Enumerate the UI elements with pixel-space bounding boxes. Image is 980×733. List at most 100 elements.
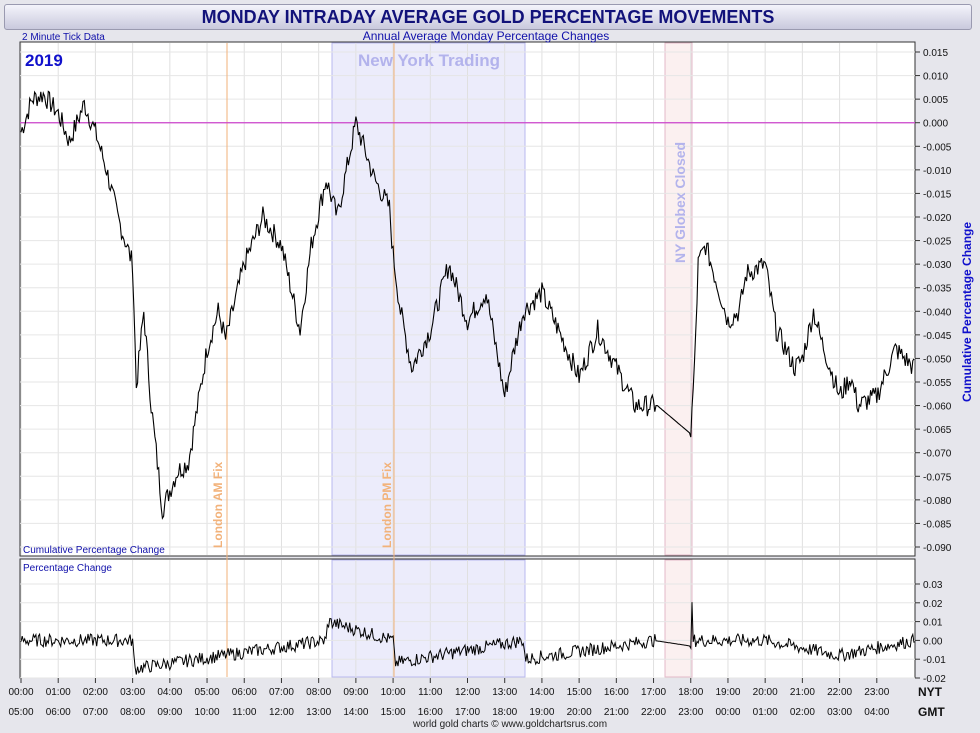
upper-y-ticks: 0.015 0.010 0.005 0.000 -0.005 -0.010 -0.015 -0… bbox=[915, 48, 952, 554]
x-tick-nyt: 18:00 bbox=[678, 687, 703, 698]
y-tick-label: -0.02 bbox=[923, 674, 946, 685]
x-tick-nyt: 05:00 bbox=[195, 687, 220, 698]
x-tick-gmt: 22:00 bbox=[641, 707, 666, 718]
lower-grid bbox=[20, 560, 915, 679]
x-tick-gmt: 13:00 bbox=[306, 707, 331, 718]
pm-fix-label: London PM Fix bbox=[380, 462, 394, 548]
y-tick-label: -0.065 bbox=[923, 425, 952, 436]
x-tick-gmt: 12:00 bbox=[269, 707, 294, 718]
x-tick-nyt: 04:00 bbox=[157, 687, 182, 698]
x-tick-nyt: 03:00 bbox=[120, 687, 145, 698]
x-tick-gmt: 10:00 bbox=[195, 707, 220, 718]
y-tick-label: -0.025 bbox=[923, 237, 952, 248]
x-tick-gmt: 16:00 bbox=[418, 707, 443, 718]
x-tick-gmt: 18:00 bbox=[492, 707, 517, 718]
y-tick-label: 0.000 bbox=[923, 119, 948, 130]
y-tick-label: -0.080 bbox=[923, 496, 952, 507]
x-tick-nyt: 06:00 bbox=[232, 687, 257, 698]
y-tick-label: 0.00 bbox=[923, 636, 943, 647]
lower-panel-label: Percentage Change bbox=[23, 563, 112, 574]
lower-y-ticks: 0.03 0.02 0.01 0.00 -0.01 -0.02 bbox=[915, 580, 946, 685]
gmt-label: GMT bbox=[918, 705, 945, 719]
globex-closed-band bbox=[664, 42, 693, 556]
x-tick-nyt: 23:00 bbox=[864, 687, 889, 698]
globex-closed-band-lower bbox=[664, 559, 693, 678]
y-tick-label: 0.03 bbox=[923, 580, 943, 591]
y-tick-label: -0.015 bbox=[923, 189, 952, 200]
y-tick-label: -0.050 bbox=[923, 354, 952, 365]
ny-trading-label: New York Trading bbox=[358, 51, 500, 70]
y-tick-label: -0.040 bbox=[923, 307, 952, 318]
x-tick-nyt: 01:00 bbox=[46, 687, 71, 698]
x-tick-gmt: 21:00 bbox=[604, 707, 629, 718]
chart-title: MONDAY INTRADAY AVERAGE GOLD PERCENTAGE … bbox=[4, 4, 972, 30]
y-tick-label: 0.005 bbox=[923, 95, 948, 106]
x-tick-gmt: 20:00 bbox=[567, 707, 592, 718]
x-tick-gmt: 15:00 bbox=[381, 707, 406, 718]
y-tick-label: 0.01 bbox=[923, 618, 943, 629]
x-tick-nyt: 16:00 bbox=[604, 687, 629, 698]
x-tick-gmt: 11:00 bbox=[232, 707, 257, 718]
x-tick-nyt: 09:00 bbox=[343, 687, 368, 698]
x-tick-nyt: 12:00 bbox=[455, 687, 480, 698]
x-tick-gmt: 05:00 bbox=[8, 707, 33, 718]
x-tick-nyt: 15:00 bbox=[567, 687, 592, 698]
y-tick-label: -0.090 bbox=[923, 543, 952, 554]
x-tick-gmt: 19:00 bbox=[529, 707, 554, 718]
x-tick-nyt: 08:00 bbox=[306, 687, 331, 698]
x-tick-nyt: 21:00 bbox=[790, 687, 815, 698]
x-tick-gmt: 07:00 bbox=[83, 707, 108, 718]
x-tick-gmt: 06:00 bbox=[46, 707, 71, 718]
y-tick-label: -0.030 bbox=[923, 260, 952, 271]
x-tick-nyt: 20:00 bbox=[753, 687, 778, 698]
credit: world gold charts © www.goldchartsrus.co… bbox=[412, 719, 607, 730]
x-tick-gmt: 03:00 bbox=[827, 707, 852, 718]
y-tick-label: -0.045 bbox=[923, 331, 952, 342]
tick-note: 2 Minute Tick Data bbox=[22, 32, 105, 43]
x-ticks: 00:00 05:00 01:00 06:00 02:00 07:00 03:00 08:00… bbox=[8, 678, 890, 718]
y-tick-label: -0.055 bbox=[923, 378, 952, 389]
globex-label: NY Globex Closed bbox=[672, 142, 688, 263]
right-axis-label: Cumulative Percentage Change bbox=[960, 222, 974, 402]
x-tick-nyt: 14:00 bbox=[529, 687, 554, 698]
y-tick-label: -0.010 bbox=[923, 166, 952, 177]
chart-subtitle: Annual Average Monday Percentage Changes bbox=[363, 29, 610, 43]
x-tick-gmt: 02:00 bbox=[790, 707, 815, 718]
x-tick-nyt: 17:00 bbox=[641, 687, 666, 698]
am-fix-label: London AM Fix bbox=[211, 461, 225, 548]
y-tick-label: 0.015 bbox=[923, 48, 948, 59]
x-tick-nyt: 11:00 bbox=[418, 687, 443, 698]
y-tick-label: 0.02 bbox=[923, 599, 943, 610]
x-tick-nyt: 10:00 bbox=[381, 687, 406, 698]
x-tick-nyt: 02:00 bbox=[83, 687, 108, 698]
upper-panel-label: Cumulative Percentage Change bbox=[23, 545, 165, 556]
y-tick-label: 0.010 bbox=[923, 72, 948, 83]
x-tick-gmt: 01:00 bbox=[753, 707, 778, 718]
x-tick-nyt: 22:00 bbox=[827, 687, 852, 698]
y-tick-label: -0.035 bbox=[923, 284, 952, 295]
ny-trading-band bbox=[331, 42, 526, 556]
y-tick-label: -0.01 bbox=[923, 655, 946, 666]
x-tick-gmt: 09:00 bbox=[157, 707, 182, 718]
year-label: 2019 bbox=[25, 51, 63, 70]
cumulative-line bbox=[20, 90, 915, 520]
y-tick-label: -0.075 bbox=[923, 472, 952, 483]
x-tick-nyt: 00:00 bbox=[8, 687, 33, 698]
x-tick-gmt: 14:00 bbox=[343, 707, 368, 718]
x-tick-nyt: 07:00 bbox=[269, 687, 294, 698]
x-tick-gmt: 00:00 bbox=[715, 707, 740, 718]
y-tick-label: -0.005 bbox=[923, 142, 952, 153]
x-tick-gmt: 17:00 bbox=[455, 707, 480, 718]
x-tick-gmt: 08:00 bbox=[120, 707, 145, 718]
percentage-change-line bbox=[20, 602, 915, 675]
x-tick-nyt: 13:00 bbox=[492, 687, 517, 698]
y-tick-label: -0.020 bbox=[923, 213, 952, 224]
y-tick-label: -0.070 bbox=[923, 449, 952, 460]
y-tick-label: -0.060 bbox=[923, 402, 952, 413]
x-tick-nyt: 19:00 bbox=[715, 687, 740, 698]
y-tick-label: -0.085 bbox=[923, 519, 952, 530]
x-tick-gmt: 04:00 bbox=[864, 707, 889, 718]
x-tick-gmt: 23:00 bbox=[678, 707, 703, 718]
